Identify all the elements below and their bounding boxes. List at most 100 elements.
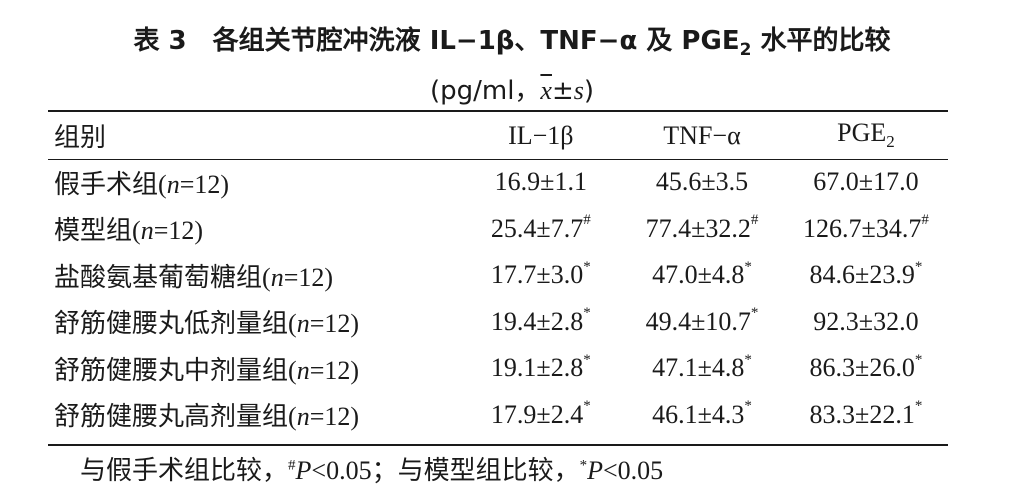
footnote-p2: P: [587, 456, 603, 485]
row-group-cell: 舒筋健腰丸中剂量组(n=12): [48, 345, 462, 392]
row-group-name: 模型组: [54, 216, 133, 246]
value-pge: 86.3±26.0: [809, 353, 915, 383]
mark-tnf: *: [750, 305, 759, 322]
table-row: 舒筋健腰丸中剂量组(n=12) 19.1±2.8* 47.1±4.8* 86.3±26…: [48, 345, 948, 392]
table-row: 盐酸氨基葡萄糖组(n=12) 17.7±3.0* 47.0±4.8* 84.6±23.…: [48, 252, 948, 299]
cell-tnf: 46.1±4.3*: [620, 392, 784, 439]
value-pge: 67.0±17.0: [813, 167, 919, 197]
value-tnf: 47.1±4.8: [652, 353, 745, 383]
row-group-name: 假手术组: [54, 169, 159, 199]
cell-tnf: 49.4±10.7*: [620, 299, 784, 346]
value-il1b: 17.9±2.4: [490, 399, 584, 429]
header-pge-sub: 2: [886, 132, 895, 152]
cell-il1b: 25.4±7.7#: [462, 206, 621, 253]
data-table: 组别 IL−1β TNF−α PGE2 假手术组(n=12) 16.9±1.1 45…: [48, 112, 948, 438]
value-il1b: 16.9±1.1: [494, 167, 587, 197]
header-row: 组别 IL−1β TNF−α PGE2: [48, 112, 948, 159]
mark-il1b: *: [583, 398, 591, 415]
unit-sd-symbol: s: [573, 76, 584, 105]
row-paren-open: (: [288, 402, 297, 432]
footnote-p1: P: [295, 456, 312, 485]
unit-plus-minus: ±: [551, 76, 574, 106]
cell-pge: 83.3±22.1*: [784, 392, 948, 439]
table-row: 舒筋健腰丸低剂量组(n=12) 19.4±2.8* 49.4±10.7* 92.3±3…: [48, 299, 948, 346]
cell-pge: 84.6±23.9*: [784, 252, 948, 299]
header-tnf: TNF−α: [663, 120, 741, 150]
value-pge: 83.3±22.1: [809, 399, 915, 429]
row-group-cell: 舒筋健腰丸低剂量组(n=12): [48, 299, 462, 346]
value-tnf: 45.6±3.5: [655, 167, 749, 197]
cell-pge: 126.7±34.7#: [784, 206, 948, 253]
footnote: 与假手术组比较，#P<0.05；与模型组比较，*P<0.05: [80, 450, 663, 487]
value-tnf: 49.4±10.7: [645, 306, 751, 336]
footnote-mark2: *: [579, 457, 588, 474]
footnote-part1: 与假手术组比较，: [80, 456, 289, 485]
mark-tnf: *: [744, 258, 752, 275]
row-group-name: 盐酸氨基葡萄糖组: [54, 262, 263, 292]
value-il1b: 17.7±3.0: [490, 260, 584, 290]
row-n-label: n: [296, 355, 310, 385]
row-group-name: 舒筋健腰丸高剂量组: [54, 402, 289, 432]
mark-pge: *: [914, 258, 923, 275]
mark-pge: *: [914, 351, 923, 368]
title-subscript: 2: [739, 40, 752, 61]
value-tnf: 46.1±4.3: [652, 399, 745, 429]
value-pge: 92.3±32.0: [813, 306, 919, 336]
row-paren-close: ): [350, 309, 360, 339]
row-n-value: =12: [153, 216, 195, 246]
row-paren-open: (: [288, 309, 297, 339]
cell-il1b: 17.7±3.0*: [462, 252, 621, 299]
footnote-val1: <0.05；与模型组比较，: [311, 456, 580, 485]
mark-tnf: #: [750, 212, 759, 229]
value-il1b: 19.4±2.8: [490, 306, 584, 336]
title-text-end: 水平的比较: [751, 26, 891, 56]
table-row: 假手术组(n=12) 16.9±1.1 45.6±3.5 67.0±17.0: [48, 159, 948, 206]
mark-pge: #: [921, 212, 929, 229]
mark-il1b: *: [583, 351, 591, 368]
cell-il1b: 19.4±2.8*: [462, 299, 621, 346]
table-title: 表 3 各组关节腔冲洗液 IL−1β、TNF−α 及 PGE2 水平的比较: [0, 20, 1024, 60]
cell-tnf: 47.0±4.8*: [620, 252, 784, 299]
row-group-name: 舒筋健腰丸中剂量组: [54, 355, 289, 385]
value-tnf: 77.4±32.2: [645, 213, 751, 243]
row-group-name: 舒筋健腰丸低剂量组: [54, 309, 289, 339]
row-n-value: =12: [309, 355, 351, 385]
cell-pge: 86.3±26.0*: [784, 345, 948, 392]
value-pge: 126.7±34.7: [803, 213, 922, 243]
value-pge: 84.6±23.9: [809, 260, 915, 290]
row-paren-open: (: [262, 262, 271, 292]
cell-tnf: 77.4±32.2#: [620, 206, 784, 253]
row-n-label: n: [166, 169, 180, 199]
row-group-cell: 舒筋健腰丸高剂量组(n=12): [48, 392, 462, 439]
row-paren-open: (: [132, 216, 141, 246]
value-il1b: 19.1±2.8: [490, 353, 584, 383]
mark-il1b: *: [583, 258, 591, 275]
mark-pge: *: [914, 398, 923, 415]
row-n-value: =12: [179, 169, 221, 199]
mark-il1b: #: [583, 212, 591, 229]
footnote-val2: <0.05: [602, 456, 664, 485]
cell-tnf: 45.6±3.5: [620, 159, 784, 206]
row-n-label: n: [140, 216, 154, 246]
cell-pge: 67.0±17.0: [784, 159, 948, 206]
header-pge: PGE2: [784, 112, 948, 159]
title-text: 表 3 各组关节腔冲洗液 IL−1β、TNF−α 及 PGE: [133, 26, 740, 56]
row-n-label: n: [296, 309, 310, 339]
row-paren-close: ): [324, 262, 334, 292]
top-rule: [48, 110, 948, 112]
table-row: 模型组(n=12) 25.4±7.7# 77.4±32.2# 126.7±34.7#: [48, 206, 948, 253]
mark-tnf: *: [744, 351, 752, 368]
header-group: 组别: [54, 123, 107, 152]
value-il1b: 25.4±7.7: [490, 213, 584, 243]
row-n-value: =12: [283, 262, 325, 292]
row-paren-close: ): [220, 169, 230, 199]
row-paren-open: (: [158, 169, 167, 199]
unit-mean-symbol: x: [540, 76, 552, 105]
row-paren-close: ): [350, 355, 360, 385]
cell-il1b: 16.9±1.1: [462, 159, 621, 206]
value-tnf: 47.0±4.8: [652, 260, 745, 290]
row-n-value: =12: [309, 309, 351, 339]
table-unit: (pg/ml，x±s): [0, 70, 1024, 107]
header-rule: [48, 159, 948, 160]
unit-suffix: ): [583, 76, 595, 106]
